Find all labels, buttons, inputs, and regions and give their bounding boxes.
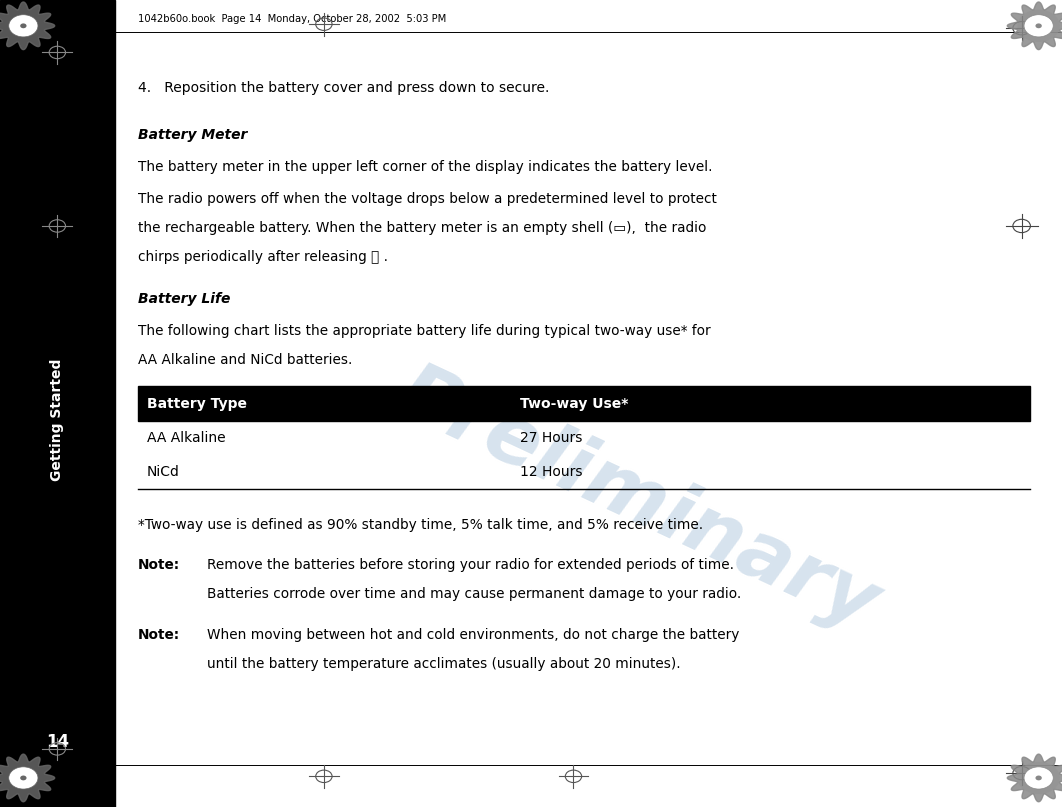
Text: 1042b60o.book  Page 14  Monday, October 28, 2002  5:03 PM: 1042b60o.book Page 14 Monday, October 28… [138,15,446,24]
Text: *Two-way use is defined as 90% standby time, 5% talk time, and 5% receive time.: *Two-way use is defined as 90% standby t… [138,518,703,532]
Circle shape [1024,767,1054,789]
Text: 12 Hours: 12 Hours [520,465,583,479]
Circle shape [20,776,27,780]
Text: When moving between hot and cold environments, do not charge the battery: When moving between hot and cold environ… [207,628,739,642]
Text: AA Alkaline: AA Alkaline [147,431,225,445]
Text: chirps periodically after releasing Ⓟ .: chirps periodically after releasing Ⓟ . [138,250,388,264]
Text: Battery Type: Battery Type [147,396,246,411]
Text: The radio powers off when the voltage drops below a predetermined level to prote: The radio powers off when the voltage dr… [138,192,717,206]
Text: Batteries corrode over time and may cause permanent damage to your radio.: Batteries corrode over time and may caus… [207,587,741,601]
Circle shape [1017,762,1060,794]
Text: Note:: Note: [138,628,181,642]
Circle shape [20,23,27,28]
Text: AA Alkaline and NiCd batteries.: AA Alkaline and NiCd batteries. [138,353,353,367]
Circle shape [1035,23,1042,28]
Text: NiCd: NiCd [147,465,179,479]
Circle shape [8,767,38,789]
Polygon shape [1008,2,1062,49]
Polygon shape [0,2,55,49]
Polygon shape [0,755,55,801]
Text: 27 Hours: 27 Hours [520,431,583,445]
Text: Battery Life: Battery Life [138,292,230,306]
Text: until the battery temperature acclimates (usually about 20 minutes).: until the battery temperature acclimates… [207,657,681,671]
Circle shape [1035,776,1042,780]
Text: Battery Meter: Battery Meter [138,128,247,141]
Polygon shape [1008,755,1062,801]
Text: 14: 14 [46,734,69,751]
Text: Remove the batteries before storing your radio for extended periods of time.: Remove the batteries before storing your… [207,558,734,572]
Circle shape [1017,10,1060,42]
Text: The following chart lists the appropriate battery life during typical two-way us: The following chart lists the appropriat… [138,324,710,338]
Bar [138,386,1030,421]
Text: Note:: Note: [138,558,181,572]
Text: Getting Started: Getting Started [50,358,65,481]
Circle shape [1024,15,1054,37]
Text: 4.   Reposition the battery cover and press down to secure.: 4. Reposition the battery cover and pres… [138,81,549,94]
Text: the rechargeable battery. When the battery meter is an empty shell (▭),  the rad: the rechargeable battery. When the batte… [138,221,706,235]
Text: The battery meter in the upper left corner of the display indicates the battery : The battery meter in the upper left corn… [138,160,713,174]
Text: Two-way Use*: Two-way Use* [520,396,629,411]
Bar [0,0,115,807]
Circle shape [8,15,38,37]
Text: Preliminary: Preliminary [384,355,890,646]
